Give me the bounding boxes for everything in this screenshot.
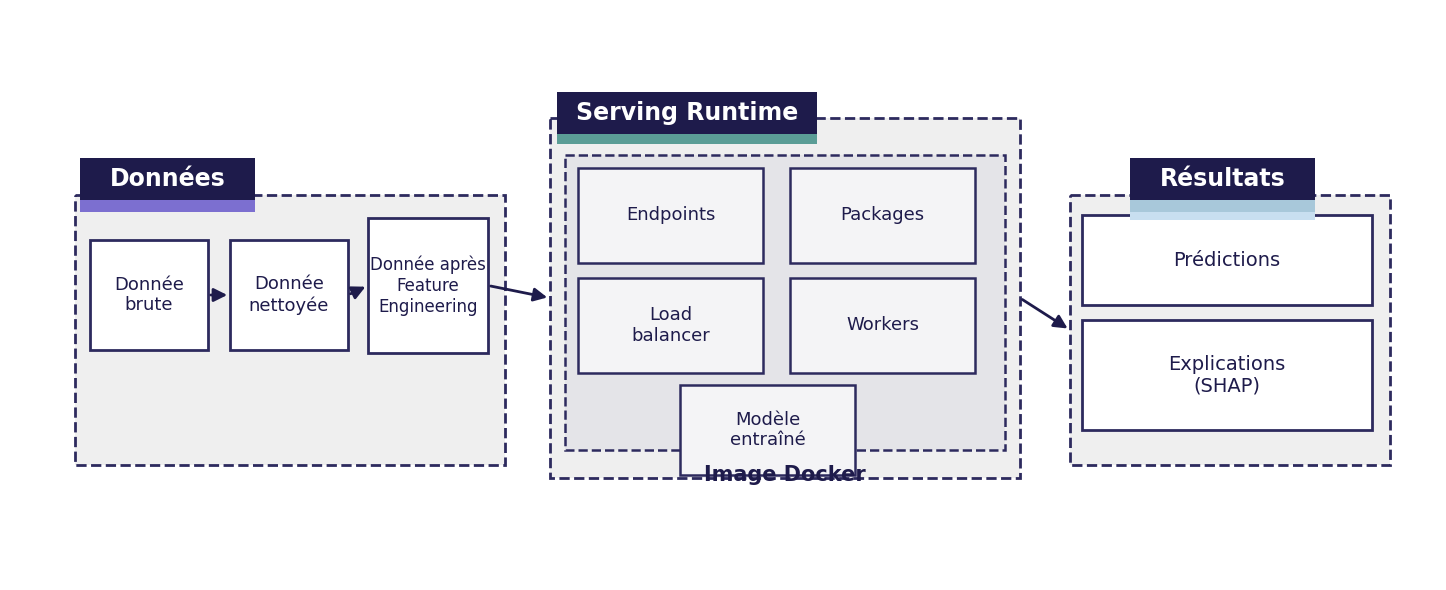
Bar: [680, 385, 855, 475]
Bar: [1129, 200, 1314, 212]
Bar: [578, 278, 763, 373]
Text: Serving Runtime: Serving Runtime: [576, 101, 798, 125]
Bar: [790, 168, 975, 263]
Text: Image Docker: Image Docker: [704, 465, 866, 485]
Bar: [230, 240, 348, 350]
Text: Résultats: Résultats: [1160, 167, 1285, 191]
Bar: [1082, 320, 1372, 430]
Text: Donnée
brute: Donnée brute: [114, 276, 184, 314]
Bar: [565, 155, 1005, 450]
Text: Prédictions: Prédictions: [1174, 251, 1281, 270]
Text: Modèle
entraîné: Modèle entraîné: [730, 411, 805, 450]
Bar: [557, 134, 817, 144]
Bar: [1070, 195, 1390, 465]
Bar: [790, 278, 975, 373]
Bar: [75, 195, 505, 465]
Bar: [1129, 158, 1314, 200]
Bar: [80, 158, 254, 200]
Bar: [1070, 195, 1390, 465]
Text: Données: Données: [110, 167, 226, 191]
Bar: [367, 218, 487, 353]
Bar: [1082, 215, 1372, 305]
Text: Endpoints: Endpoints: [626, 206, 716, 225]
Text: Load
balancer: Load balancer: [630, 306, 710, 345]
Bar: [557, 92, 817, 134]
Text: Packages: Packages: [840, 206, 924, 225]
Text: Workers: Workers: [846, 316, 920, 335]
Bar: [549, 118, 1019, 478]
Bar: [80, 200, 254, 212]
Bar: [578, 168, 763, 263]
Bar: [90, 240, 208, 350]
Text: Explications
(SHAP): Explications (SHAP): [1168, 355, 1285, 395]
Bar: [1129, 212, 1314, 220]
Bar: [549, 118, 1019, 478]
Text: Donnée
nettoyée: Donnée nettoyée: [249, 276, 330, 314]
Text: Donnée après
Feature
Engineering: Donnée après Feature Engineering: [370, 255, 486, 316]
Bar: [565, 155, 1005, 450]
Bar: [75, 195, 505, 465]
